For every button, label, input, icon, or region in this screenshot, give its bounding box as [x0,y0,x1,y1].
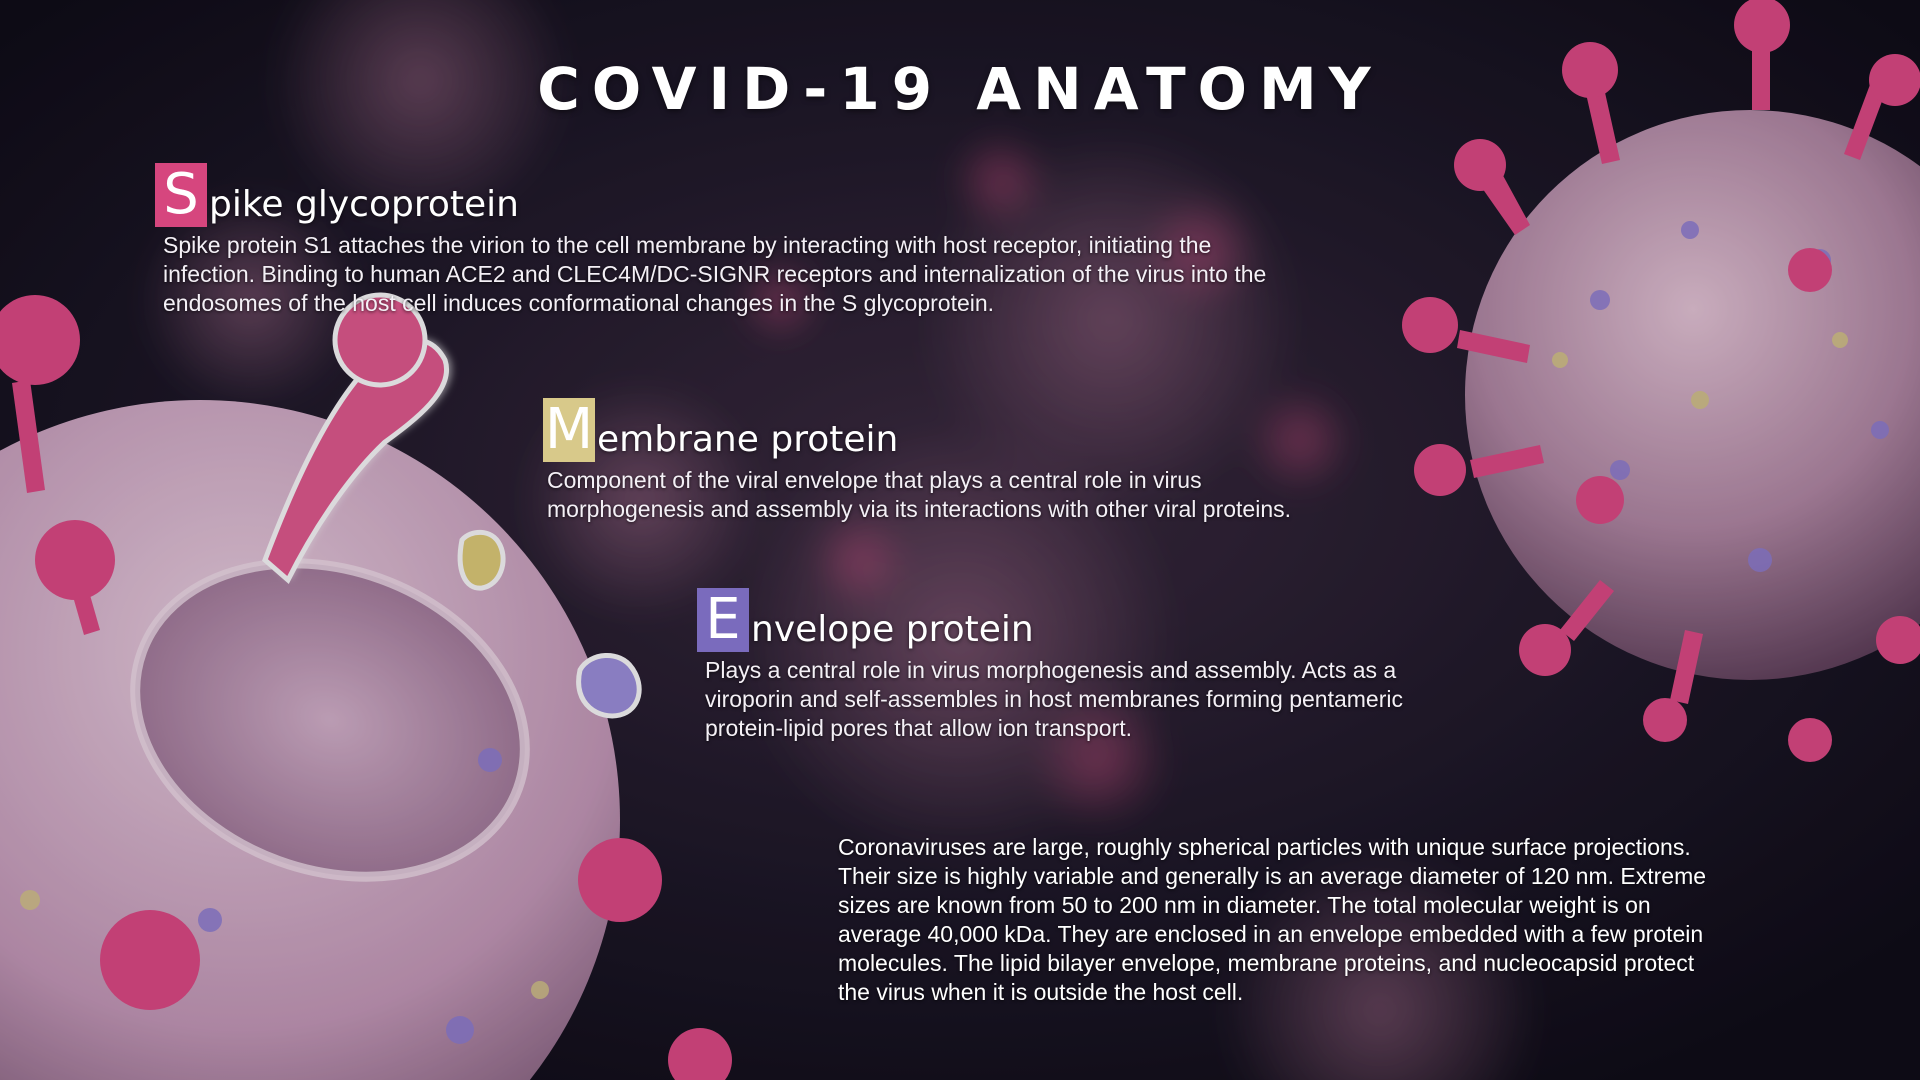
section-heading: M embrane protein [543,398,1291,462]
description-line: endosomes of the host cell induces confo… [163,290,995,316]
section-heading: E nvelope protein [697,588,1403,652]
initial-badge: S [155,163,207,227]
overview-line: Coronaviruses are large, roughly spheric… [838,834,1691,860]
section-envelope-protein: E nvelope protein Plays a central role i… [697,588,1403,743]
overview-line: average 40,000 kDa. They are enclosed in… [838,921,1704,947]
page-title: COVID-19 ANATOMY [537,55,1383,123]
overview-line: sizes are known from 50 to 200 nm in dia… [838,892,1651,918]
description-line: protein-lipid pores that allow ion trans… [705,715,1133,741]
section-description: Spike protein S1 attaches the virion to … [155,231,1266,318]
description-line: morphogenesis and assembly via its inter… [547,496,1292,522]
description-line: Plays a central role in virus morphogene… [705,657,1397,683]
description-line: viroporin and self-assembles in host mem… [705,686,1403,712]
spike-glycoprotein-model [262,292,450,585]
section-spike-glycoprotein: S pike glycoprotein Spike protein S1 att… [155,163,1266,318]
overview-line: the virus when it is outside the host ce… [838,979,1244,1005]
section-description: Plays a central role in virus morphogene… [697,656,1403,743]
right-virus [1402,0,1920,762]
membrane-protein-model [457,529,506,591]
initial-badge: E [697,588,749,652]
heading-text: nvelope protein [751,609,1034,650]
overview-line: Their size is highly variable and genera… [838,863,1707,889]
heading-text: pike glycoprotein [209,184,519,225]
section-description: Component of the viral envelope that pla… [543,466,1291,524]
initial-badge: M [543,397,595,462]
section-membrane-protein: M embrane protein Component of the viral… [543,398,1291,524]
description-line: Component of the viral envelope that pla… [547,467,1202,493]
description-line: infection. Binding to human ACE2 and CLE… [163,261,1267,287]
description-line: Spike protein S1 attaches the virion to … [163,232,1212,258]
overview-line: molecules. The lipid bilayer envelope, m… [838,950,1695,976]
heading-text: embrane protein [597,419,899,460]
overview-paragraph: Coronaviruses are large, roughly spheric… [838,833,1838,1007]
section-heading: S pike glycoprotein [155,163,1266,227]
envelope-protein-model [576,653,642,719]
